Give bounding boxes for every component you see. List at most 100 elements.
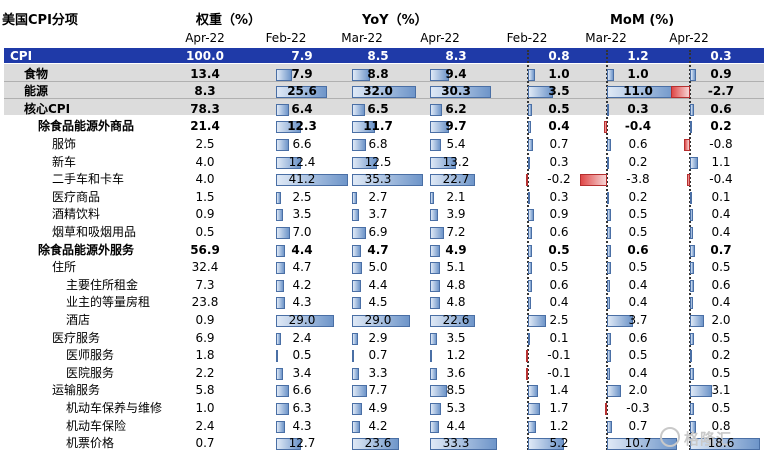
- yoy-value: 2.5: [292, 189, 312, 204]
- yoy-value: 5.0: [368, 260, 388, 275]
- yoy-value: 4.4: [291, 242, 313, 257]
- mom-bar: [607, 244, 612, 257]
- mom-value: 0.8: [548, 49, 570, 63]
- period-label: Apr-22: [669, 31, 709, 45]
- mom-value: 3.5: [548, 84, 570, 99]
- mom-bar: [690, 350, 692, 363]
- period-label: Apr-22: [185, 31, 225, 45]
- mom-bar: [690, 438, 760, 451]
- mom-bar: [690, 191, 692, 204]
- mom-bar: [607, 103, 610, 116]
- mom-value: 0.3: [549, 189, 569, 204]
- yoy-value: 8.3: [445, 49, 467, 63]
- mom-bar: [528, 403, 540, 415]
- yoy-bar: [276, 297, 285, 310]
- yoy-value: 35.3: [364, 172, 392, 187]
- yoy-value: 4.9: [445, 242, 467, 257]
- yoy-bar: [352, 403, 362, 415]
- mom-value: 0.4: [548, 119, 570, 134]
- mom-value: 0.4: [628, 277, 648, 292]
- row-label: 能源: [24, 84, 49, 99]
- mom-bar: [687, 174, 690, 187]
- mom-bar: [528, 121, 531, 134]
- weight-value: 1.0: [195, 401, 215, 415]
- yoy-value: 6.9: [368, 225, 388, 239]
- mom-value: 1.2: [549, 418, 569, 433]
- weight-value: 13.4: [190, 66, 220, 81]
- mom-bar: [528, 227, 533, 239]
- row-label: CPI: [10, 49, 33, 63]
- weight-value: 4.0: [195, 172, 215, 187]
- mom-bar: [690, 367, 694, 380]
- weight-header: 权重（%）: [196, 13, 262, 28]
- logo-icon: [660, 427, 680, 447]
- weight-value: 23.8: [191, 295, 219, 310]
- mom-bar: [607, 262, 611, 275]
- mom-bar: [690, 332, 694, 345]
- yoy-bar: [430, 315, 476, 327]
- yoy-bar: [276, 191, 281, 204]
- mom-bar: [607, 156, 609, 169]
- yoy-bar: [276, 367, 283, 380]
- cpi-highlight-band: [4, 48, 764, 63]
- mom-value: 0.6: [628, 330, 648, 345]
- weight-value: 0.5: [195, 225, 215, 239]
- period-label: Feb-22: [265, 31, 307, 45]
- period-label: Mar-22: [341, 31, 383, 45]
- mom-value: -0.4: [709, 172, 733, 187]
- yoy-value: 8.8: [367, 66, 389, 81]
- weight-value: 0.9: [195, 313, 215, 327]
- yoy-bar: [430, 350, 433, 363]
- yoy-bar: [352, 139, 366, 151]
- mom-value: 3.1: [711, 383, 731, 398]
- mom-bar: [690, 297, 693, 310]
- mom-value: 0.3: [710, 49, 732, 63]
- yoy-value: 25.6: [287, 84, 317, 99]
- mom-value: 0.7: [628, 418, 648, 433]
- mom-value: 0.6: [627, 242, 649, 257]
- yoy-value: 6.5: [367, 101, 389, 116]
- mom-bar: [528, 209, 535, 222]
- yoy-value: 12.7: [288, 436, 316, 451]
- yoy-bar: [430, 332, 437, 345]
- yoy-value: 4.5: [368, 295, 388, 310]
- weight-value: 56.9: [190, 242, 220, 257]
- yoy-value: 6.6: [292, 137, 312, 151]
- yoy-bar: [276, 385, 290, 398]
- mom-value: -0.2: [547, 172, 571, 187]
- yoy-value: 2.1: [446, 189, 466, 204]
- period-label: Feb-22: [506, 31, 548, 45]
- mom-value: 0.1: [549, 330, 569, 345]
- yoy-bar: [430, 156, 457, 169]
- yoy-value: 4.8: [446, 277, 466, 292]
- mom-value: 0.5: [711, 401, 731, 415]
- mom-bar: [690, 68, 697, 81]
- mom-value: 2.0: [628, 383, 648, 398]
- mom-value: -0.4: [624, 119, 652, 134]
- mom-value: 0.3: [627, 101, 649, 116]
- yoy-value: 8.5: [446, 383, 466, 398]
- mom-bar: [671, 86, 690, 99]
- yoy-value: 4.2: [292, 277, 312, 292]
- period-label: Mar-22: [585, 31, 627, 45]
- row-label: 除食品能源外服务: [38, 242, 135, 257]
- mom-value: 0.4: [628, 365, 648, 380]
- row-label: 业主的等量房租: [66, 295, 151, 310]
- mom-value: 0.9: [549, 207, 569, 222]
- yoy-bar: [352, 86, 416, 99]
- mom-bar: [528, 297, 531, 310]
- yoy-bar: [430, 191, 435, 204]
- watermark-text: 格隆汇: [684, 430, 733, 448]
- yoy-bar: [352, 209, 360, 222]
- yoy-bar: [352, 191, 358, 204]
- yoy-value: 4.9: [368, 401, 388, 415]
- yoy-bar: [430, 227, 445, 239]
- mom-header: MoM (%): [610, 13, 675, 28]
- yoy-value: 4.3: [292, 418, 312, 433]
- mom-bar: [528, 156, 531, 169]
- yoy-bar: [430, 174, 476, 187]
- yoy-bar: [430, 262, 441, 275]
- mom-bar: [690, 262, 694, 275]
- mom-bar: [528, 279, 533, 292]
- watermark-logo: 格隆汇: [660, 427, 760, 451]
